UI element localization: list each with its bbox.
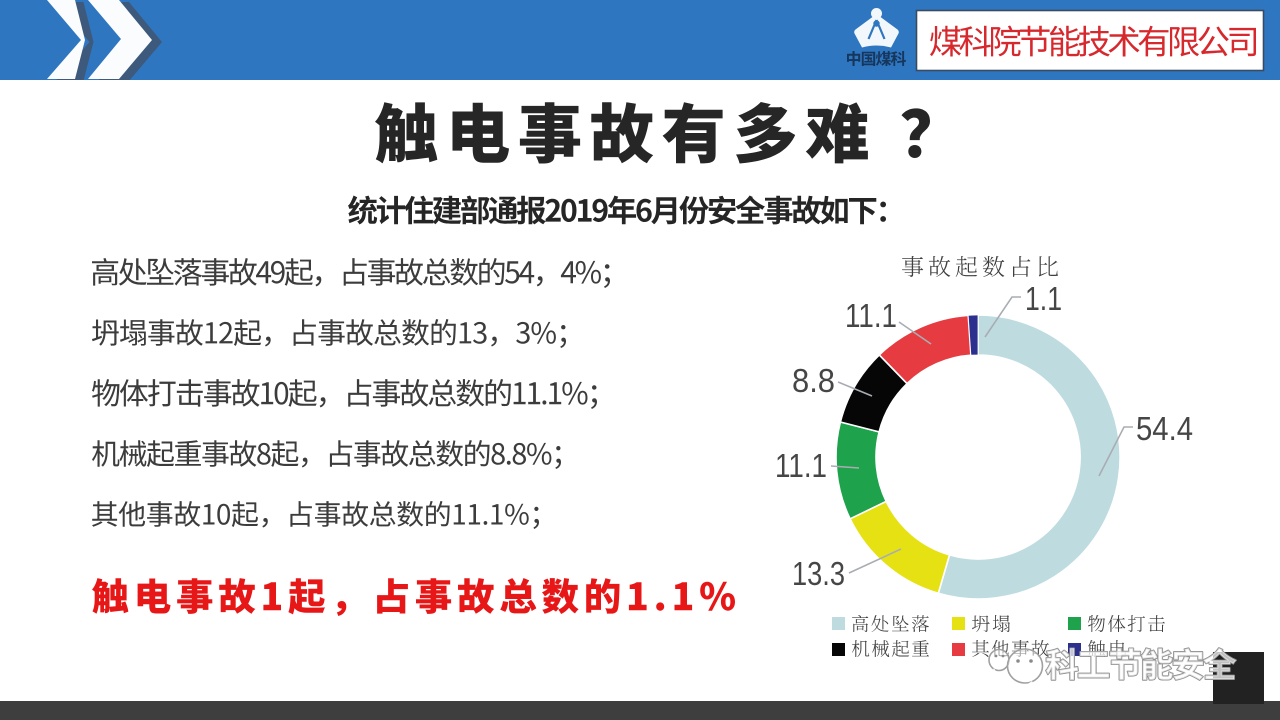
svg-text:11.1: 11.1 <box>845 297 897 334</box>
svg-text:8.8: 8.8 <box>792 362 835 399</box>
svg-text:13.3: 13.3 <box>792 555 845 592</box>
svg-text:54.4: 54.4 <box>1136 410 1193 447</box>
svg-text:11.1: 11.1 <box>775 447 827 484</box>
svg-text:1.1: 1.1 <box>1025 280 1062 317</box>
